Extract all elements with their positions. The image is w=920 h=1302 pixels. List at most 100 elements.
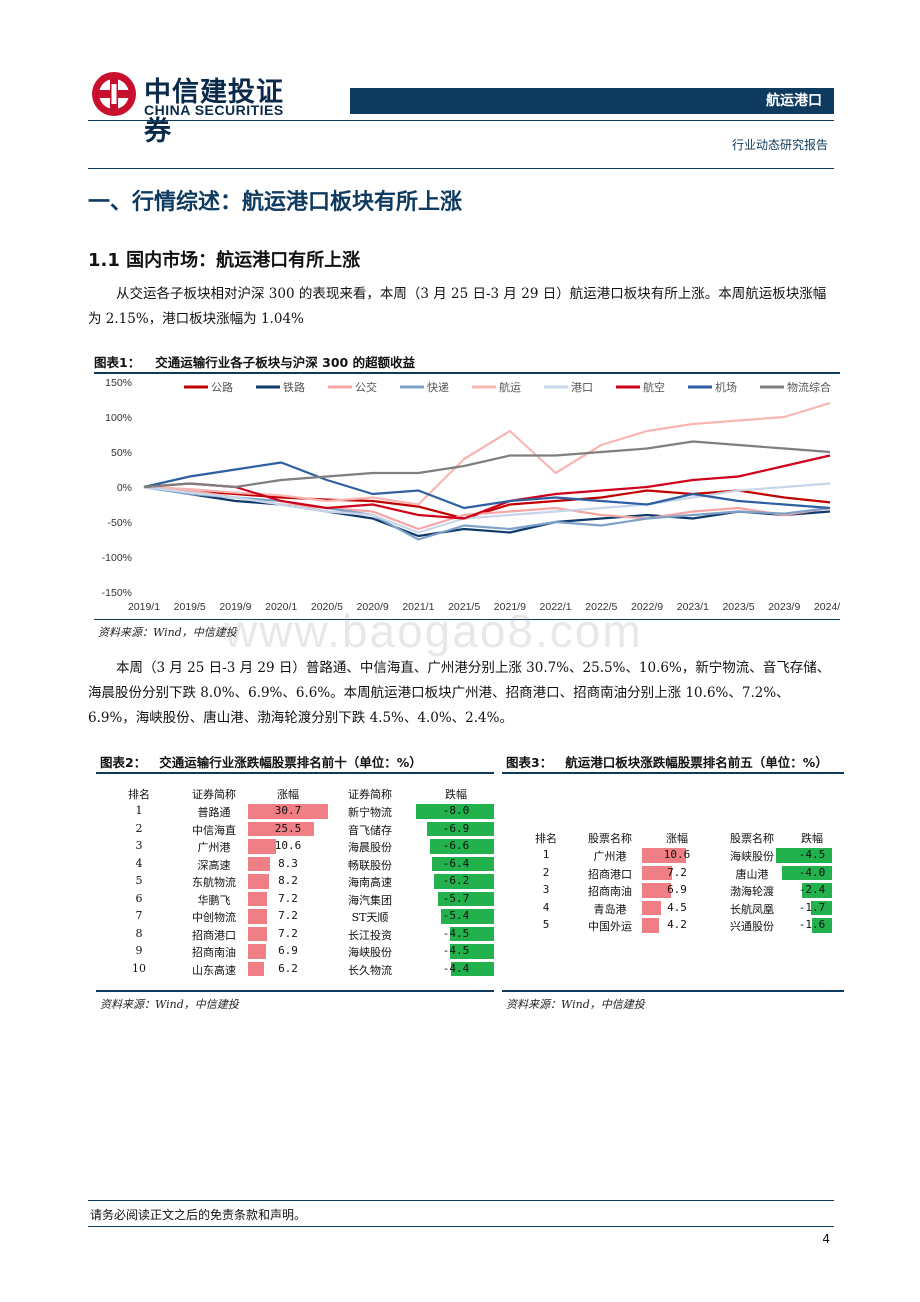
company-logo: 中信建投证券 CHINA SECURITIES <box>90 68 290 147</box>
rank-cell: 1 <box>542 848 550 861</box>
rank-cell: 7 <box>135 909 143 922</box>
figure1-title: 交通运输行业各子板块与沪深 300 的超额收益 <box>155 355 416 370</box>
down-bar <box>450 926 494 941</box>
down-value-cell: -5.7 <box>442 891 470 905</box>
down-name-cell: 海晨股份 <box>348 841 392 854</box>
series-line <box>143 485 831 541</box>
footer-rule <box>88 1200 834 1201</box>
rank-cell: 3 <box>542 883 550 896</box>
down-bar <box>416 804 494 819</box>
table-header: 跌幅 <box>801 832 823 845</box>
down-value-cell: -1.6 <box>798 918 826 931</box>
down-bar <box>441 909 494 924</box>
logo-text-en: CHINA SECURITIES <box>144 102 284 118</box>
x-tick-label: 2020/9 <box>357 601 389 613</box>
up-bar <box>248 891 267 906</box>
x-tick-label: 2019/5 <box>174 601 206 613</box>
up-name-cell: 中国外运 <box>588 920 632 933</box>
figure1-top-rule <box>94 372 840 374</box>
figure2-table: 排名 证券简称 涨幅 证券简称 跌幅 1 普路通 30.7 新宁物流 -8.0 2 中信海直 25.5 音… <box>96 780 494 986</box>
legend-label: 航空 <box>643 380 665 394</box>
down-bar <box>451 961 494 976</box>
up-value-cell: 7.2 <box>278 926 298 940</box>
figure3-table: 排名 股票名称 涨幅 股票名称 跌幅 1 广州港 10.6 海峡股份 -4.5 2 招商港口 7.2 唐山… <box>502 780 844 986</box>
rank-cell: 2 <box>135 821 143 835</box>
y-tick-label: 0% <box>117 482 132 494</box>
figure3-caption: 图表3： 航运港口板块涨跌幅股票排名前五（单位：%） <box>506 752 828 771</box>
rank-cell: 6 <box>135 891 143 905</box>
down-bar <box>450 944 494 959</box>
down-value-cell: -6.6 <box>442 839 470 852</box>
up-value-cell: 30.7 <box>274 804 302 817</box>
rank-cell: 5 <box>542 918 550 931</box>
table-header: 涨幅 <box>666 832 688 845</box>
x-tick-label: 2019/1 <box>128 601 160 613</box>
down-name-cell: 长航凤凰 <box>730 902 774 916</box>
down-value-cell: -6.4 <box>442 856 470 870</box>
series-line <box>143 401 831 506</box>
up-name-cell: 招商南油 <box>192 946 236 959</box>
down-name-cell: 海汽集团 <box>348 893 392 907</box>
down-bar <box>429 839 494 854</box>
down-name-cell: 畅联股份 <box>348 858 392 872</box>
up-name-cell: 招商南油 <box>588 885 632 898</box>
table-header: 涨幅 <box>277 788 299 801</box>
rank-cell: 4 <box>542 900 550 914</box>
figure2-title: 交通运输行业涨跌幅股票排名前十（单位：%） <box>159 755 422 770</box>
table-header: 排名 <box>128 788 150 801</box>
down-name-cell: 渤海轮渡 <box>730 885 774 898</box>
watermark: www.baogao8.com <box>224 605 643 657</box>
down-bar <box>810 900 832 915</box>
up-value-cell: 10.6 <box>274 839 302 852</box>
up-name-cell: 东航物流 <box>192 876 236 889</box>
x-tick-label: 2022/9 <box>631 601 663 613</box>
up-name-cell: 招商港口 <box>192 928 236 942</box>
rank-cell: 4 <box>135 856 143 870</box>
up-value-cell: 25.5 <box>274 821 302 835</box>
up-bar <box>642 865 672 880</box>
up-value-cell: 10.6 <box>663 848 691 861</box>
up-bar <box>642 900 661 915</box>
down-value-cell: -4.5 <box>798 848 826 861</box>
paragraph-2: 本周（3 月 25 日-3 月 29 日）普路通、中信海直、广州港分别上涨 30… <box>88 660 831 726</box>
up-bar <box>642 883 671 898</box>
down-bar <box>433 874 494 889</box>
legend-label: 航运 <box>499 380 521 394</box>
up-value-cell: 4.5 <box>667 900 687 914</box>
down-bar <box>438 891 494 906</box>
down-name-cell: 海峡股份 <box>730 850 774 863</box>
up-value-cell: 4.2 <box>667 918 687 931</box>
figure1-caption: 图表1： 交通运输行业各子板块与沪深 300 的超额收益 <box>94 352 834 371</box>
x-tick-label: 2022/5 <box>585 601 617 613</box>
footer-disclaimer: 请务必阅读正文之后的免责条款和声明。 <box>90 1208 307 1222</box>
header-rule <box>88 120 834 121</box>
rank-cell: 9 <box>135 944 143 957</box>
figure2-source: 资料来源：Wind，中信建投 <box>100 998 239 1011</box>
figure1-source: 资料来源：Wind，中信建投 <box>98 626 237 639</box>
legend-label: 港口 <box>571 381 593 394</box>
up-name-cell: 中信海直 <box>192 823 236 837</box>
x-tick-label: 2021/5 <box>448 601 480 613</box>
x-tick-label: 2023/1 <box>677 601 709 613</box>
down-name-cell: 音飞储存 <box>348 823 392 837</box>
y-tick-label: 50% <box>111 447 132 459</box>
up-name-cell: 普路通 <box>197 806 231 819</box>
x-tick-label: 2019/9 <box>219 601 251 613</box>
down-bar <box>782 865 832 880</box>
down-value-cell: -4.4 <box>442 961 470 975</box>
up-bar <box>248 909 267 924</box>
up-bar <box>248 856 270 871</box>
rank-cell: 2 <box>542 865 550 879</box>
down-name-cell: 新宁物流 <box>348 806 392 819</box>
x-tick-label: 2024/1 <box>814 601 840 613</box>
rank-cell: 1 <box>135 804 143 817</box>
up-value-cell: 6.2 <box>278 961 298 975</box>
x-tick-label: 2021/1 <box>402 601 434 613</box>
down-name-cell: ST天顺 <box>351 911 389 924</box>
figure1-label: 图表1： <box>94 355 141 370</box>
up-bar <box>248 961 265 976</box>
x-tick-label: 2022/1 <box>540 601 572 613</box>
figure3-title: 航运港口板块涨跌幅股票排名前五（单位：%） <box>565 755 828 770</box>
down-name-cell: 兴通股份 <box>730 920 774 933</box>
table-header: 证券简称 <box>348 788 392 801</box>
